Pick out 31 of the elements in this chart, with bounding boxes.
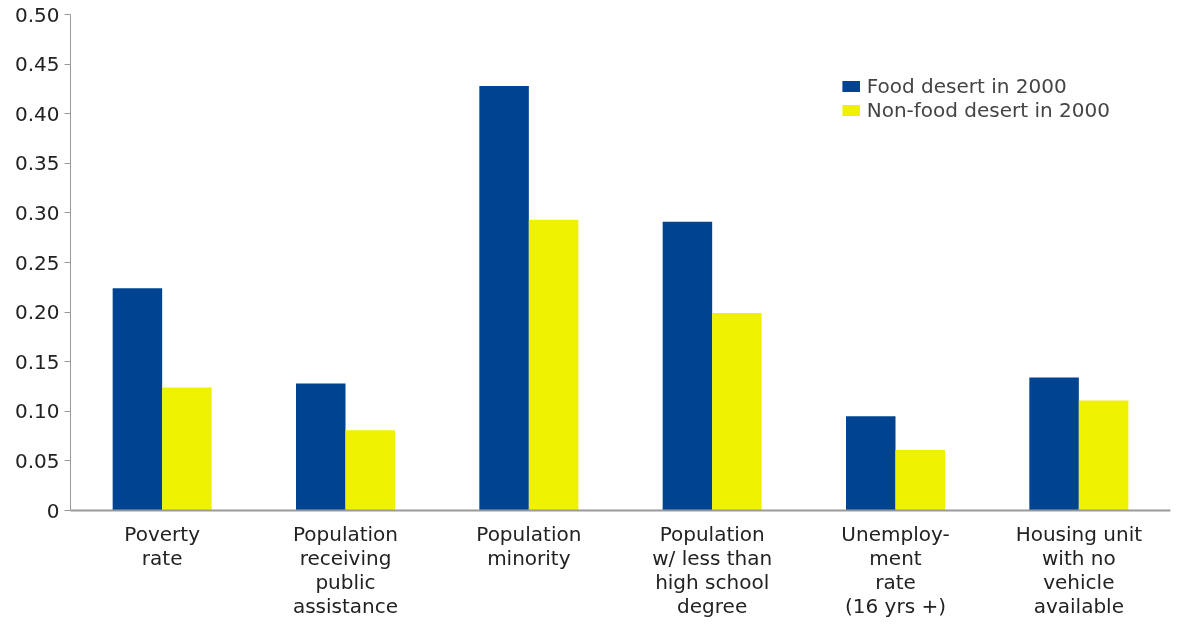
bar <box>662 221 713 511</box>
bar <box>1029 377 1079 511</box>
bar <box>345 430 395 511</box>
x-tick-label: Population receiving public assistance <box>292 521 399 618</box>
y-tick-label: 0.30 <box>14 200 60 225</box>
bar <box>1078 400 1129 511</box>
y-tick-label: 0.25 <box>14 250 60 275</box>
bar <box>712 313 762 511</box>
y-tick-label: 0.20 <box>14 300 60 325</box>
bar <box>479 85 529 511</box>
x-tick-label: Population minority <box>476 521 582 570</box>
bar <box>296 383 346 511</box>
bar <box>162 387 212 511</box>
x-tick-label: Unemploy- ment rate (16 yrs +) <box>841 521 950 618</box>
y-tick-label: 0.10 <box>14 399 60 424</box>
bar <box>528 219 579 511</box>
y-tick-label: 0.45 <box>14 52 60 77</box>
bar <box>846 416 896 511</box>
legend-label: Non-food desert in 2000 <box>866 98 1110 122</box>
y-tick-label: 0 <box>46 498 60 523</box>
y-tick-label: 0.35 <box>14 151 60 176</box>
y-tick-label: 0.50 <box>14 2 60 27</box>
y-tick-label: 0.40 <box>14 101 60 126</box>
bar <box>895 449 945 511</box>
x-tick-label: Housing unit with no vehicle available <box>1015 521 1143 618</box>
legend-label: Food desert in 2000 <box>866 74 1067 98</box>
y-tick-label: 0.05 <box>14 448 60 473</box>
x-tick-label: Poverty rate <box>124 521 201 570</box>
x-tick-label: Population w/ less than high school degree <box>652 521 773 618</box>
y-tick-label: 0.15 <box>14 349 60 374</box>
bar <box>112 288 163 511</box>
